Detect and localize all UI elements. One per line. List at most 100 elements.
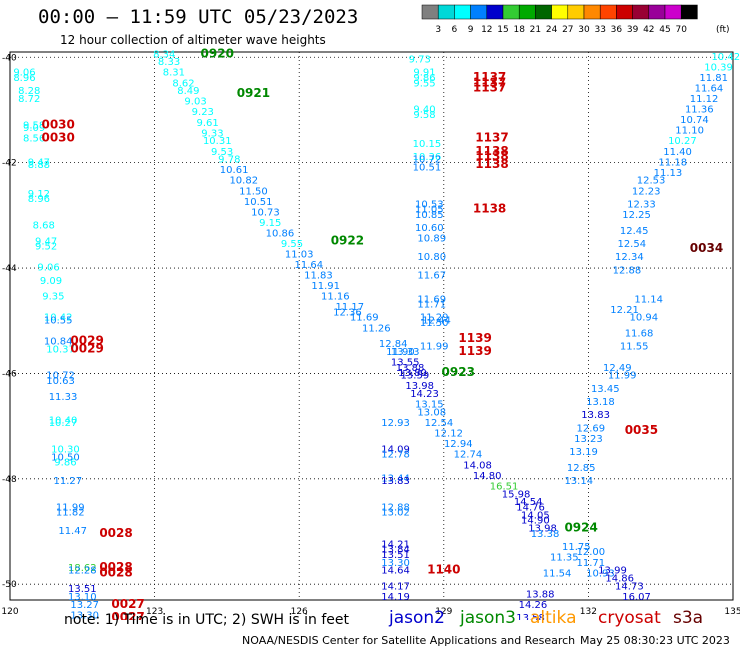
swh-point-label: 10.85 — [415, 210, 444, 221]
swh-point-label: 9.06 — [37, 263, 59, 274]
swh-point-label: 12.12 — [434, 429, 463, 440]
swh-point-label: 9.91 — [413, 68, 435, 79]
swh-point-label: 13.23 — [574, 434, 603, 445]
y-tick-label: -44 — [2, 264, 17, 274]
swh-point-label: 14.17 — [381, 581, 410, 592]
swh-point-label: 11.50 — [239, 186, 268, 197]
swh-point-label: 12.36 — [333, 307, 362, 318]
time-label: 1137 — [473, 70, 506, 84]
swh-point-label: 10.51 — [413, 163, 442, 174]
legend-swatch — [680, 4, 698, 20]
swh-point-label: 13.18 — [586, 397, 615, 408]
swh-point-label: 11.40 — [663, 147, 692, 158]
swh-point-label: 9.86 — [54, 458, 76, 469]
swh-point-label: 14.19 — [381, 592, 410, 603]
swh-point-label: 13.33 — [391, 347, 420, 358]
swh-point-label: 8.31 — [163, 68, 185, 79]
swh-point-label: 9.86 — [413, 73, 435, 84]
x-tick-label: 123 — [146, 607, 163, 617]
swh-point-label: 13.10 — [68, 592, 97, 603]
swh-point-label: 11.16 — [321, 292, 350, 303]
swh-point-label: 10.74 — [680, 115, 709, 126]
swh-point-label: 9.47 — [35, 236, 57, 247]
swh-point-label: 11.71 — [576, 558, 605, 569]
swh-point-label: 12.74 — [454, 450, 483, 461]
time-label: 0924 — [564, 521, 597, 535]
swh-point-label: 12.54 — [617, 239, 646, 250]
swh-point-label: 8.49 — [177, 86, 199, 97]
swh-point-label: 9.03 — [184, 97, 206, 108]
swh-point-label: 10.50 — [51, 452, 80, 463]
swh-point-label: 10.27 — [49, 418, 78, 429]
swh-point-label: 9.78 — [218, 155, 240, 166]
legend-tick-label: 45 — [659, 25, 670, 35]
swh-point-label: 13.99 — [598, 566, 627, 577]
swh-point-label: 11.68 — [625, 329, 654, 340]
swh-point-label: 12.45 — [620, 226, 649, 237]
swh-point-label: 10.89 — [417, 234, 446, 245]
swh-point-label: 18.62 — [68, 563, 97, 574]
swh-point-label: 11.29 — [420, 313, 449, 324]
swh-point-label: 10.86 — [266, 228, 295, 239]
legend-tick-label: 33 — [594, 25, 605, 35]
swh-point-label: 12.88 — [381, 502, 410, 513]
swh-point-label: 9.58 — [23, 120, 45, 131]
legend-tick-label: 70 — [675, 25, 687, 35]
legend-s3a: s3a — [673, 608, 704, 628]
legend-tick-label: 15 — [497, 25, 508, 35]
swh-point-label: 9.09 — [23, 123, 45, 134]
swh-point-label: 11.99 — [56, 502, 85, 513]
swh-point-label: 9.52 — [35, 242, 57, 253]
swh-point-label: 12.28 — [68, 566, 97, 577]
swh-point-label: 12.49 — [603, 363, 632, 374]
time-label: 0028 — [99, 565, 132, 579]
swh-point-label: 10.51 — [244, 197, 273, 208]
swh-point-label: 14.73 — [615, 581, 644, 592]
swh-point-label: 11.81 — [699, 73, 728, 84]
swh-point-label: 10.82 — [229, 176, 258, 187]
swh-point-label: 13.02 — [381, 508, 410, 519]
time-label: 0029 — [70, 333, 103, 347]
x-tick-label: 129 — [435, 607, 452, 617]
time-label: 0030 — [41, 131, 74, 145]
swh-point-label: 10.31 — [203, 136, 232, 147]
swh-point-label: 10.36 — [413, 152, 442, 163]
legend-tick-label: 3 — [435, 25, 441, 35]
time-label: 1140 — [427, 563, 460, 577]
swh-point-label: 10.15 — [413, 139, 442, 150]
swh-point-label: 12.78 — [381, 450, 410, 461]
time-label: 1138 — [473, 202, 506, 216]
swh-point-label: 13.83 — [381, 476, 410, 487]
legend-jason3: jason3 — [460, 608, 516, 628]
swh-point-label: 10.39 — [704, 62, 733, 73]
swh-point-label: 11.12 — [690, 94, 719, 105]
swh-point-label: 11.82 — [56, 508, 85, 519]
swh-point-label: 10.27 — [668, 136, 697, 147]
swh-point-label: 11.05 — [415, 205, 444, 216]
swh-point-label: 11.99 — [608, 371, 637, 382]
plot-area: 120 123 126 129 132 135 -40 -42 -44 -46 -48 -50 9.06… — [1, 46, 740, 620]
swh-point-label: 11.69 — [350, 313, 379, 324]
swh-point-label: 8.33 — [158, 57, 180, 68]
swh-point-label: 12.53 — [637, 176, 666, 187]
chart-title: 00:00 – 11:59 UTC 05/23/2023 — [38, 6, 359, 28]
swh-point-label: 14.76 — [516, 502, 545, 513]
swh-point-label: 10.73 — [251, 207, 280, 218]
swh-point-label: 13.84 — [381, 545, 410, 556]
swh-point-label: 15.98 — [502, 489, 531, 500]
time-label: 0027 — [111, 597, 144, 611]
swh-point-label: 10.42 — [44, 313, 73, 324]
swh-point-label: 9.73 — [409, 55, 431, 66]
swh-point-label: 13.88 — [526, 589, 555, 600]
swh-point-label: 11.90 — [386, 347, 415, 358]
time-label: 0027 — [111, 610, 144, 620]
swh-point-label: 13.98 — [405, 381, 434, 392]
swh-point-label: 8.56 — [23, 134, 45, 145]
time-label: 1138 — [475, 149, 508, 163]
swh-point-label: 11.18 — [658, 157, 687, 168]
legend-tick-label: 42 — [643, 25, 654, 35]
legend-altika: altika — [530, 608, 577, 628]
swh-point-label: 10.72 — [46, 371, 75, 382]
swh-point-label: 8.34 — [153, 49, 175, 60]
swh-point-label: 10.40 — [49, 415, 78, 426]
